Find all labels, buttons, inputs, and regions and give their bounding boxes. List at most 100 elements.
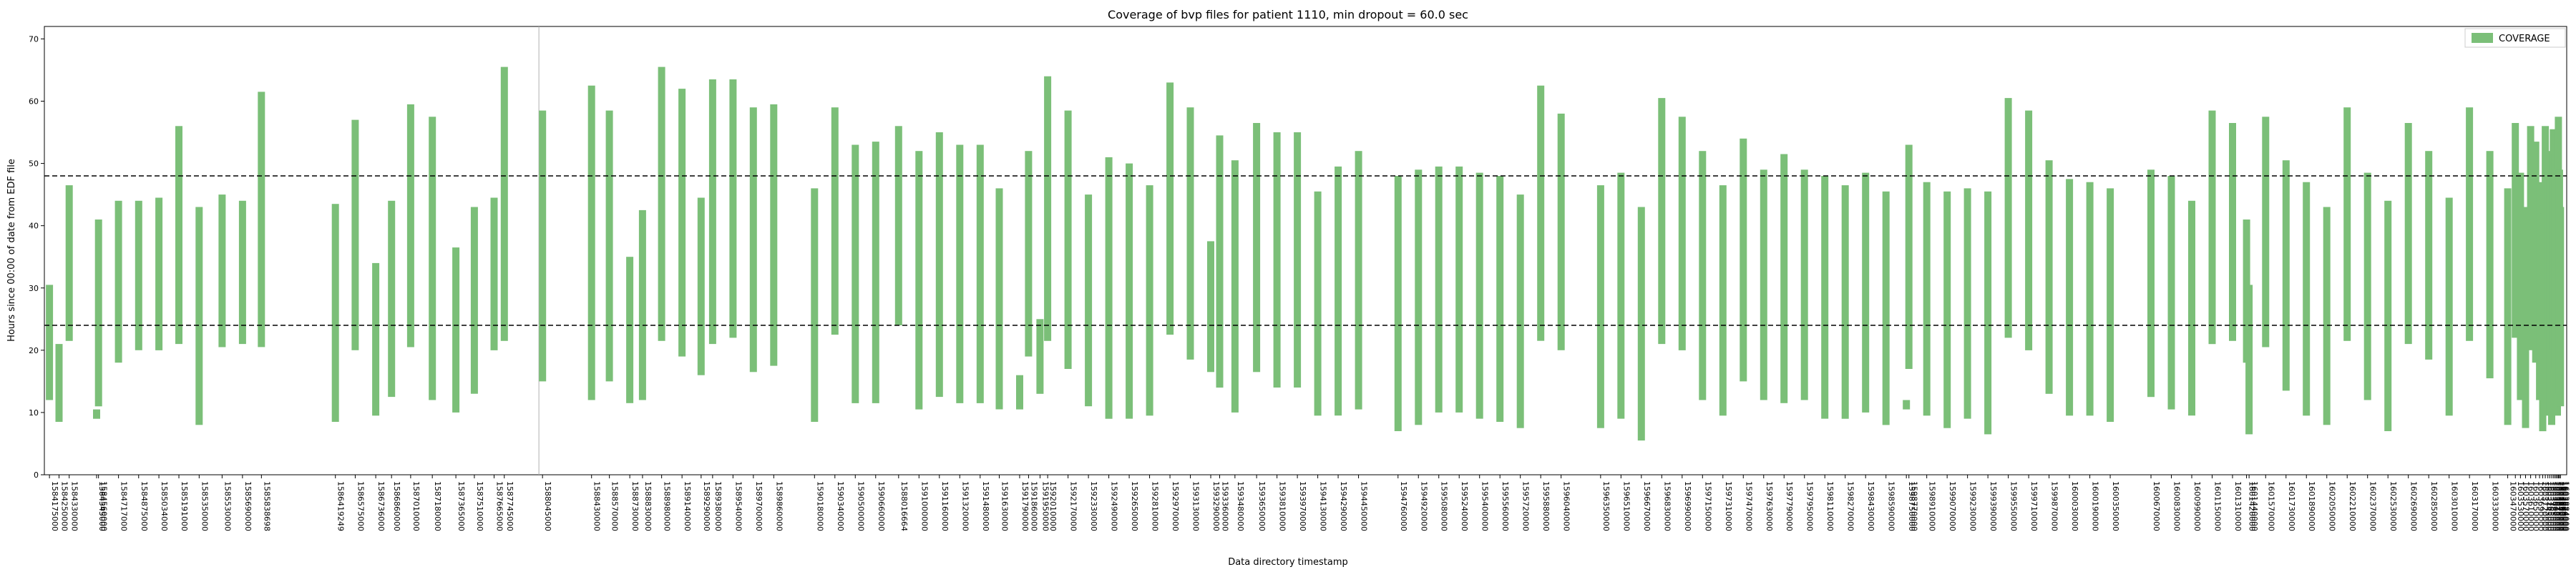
- coverage-bar: [605, 110, 613, 382]
- x-tick-label: 1600030000: [2070, 481, 2079, 531]
- x-tick-label: 1585191000: [180, 481, 189, 531]
- x-tick-label: 1589290000: [702, 481, 711, 531]
- x-tick-label: 1596830000: [1662, 481, 1672, 531]
- coverage-bar: [2147, 169, 2155, 398]
- plot-area: [44, 26, 2567, 475]
- x-tick-label: 1593480000: [1236, 481, 1245, 531]
- coverage-bar: [175, 126, 182, 345]
- coverage-bar: [238, 200, 246, 345]
- coverage-bar: [429, 117, 436, 400]
- y-tick-label: 70: [29, 34, 39, 44]
- x-tick-label: 1603470000: [2509, 481, 2518, 531]
- x-tick-label: 1603745000: [2544, 481, 2553, 531]
- coverage-bar: [915, 151, 923, 410]
- x-tick-label: 1592490000: [1110, 481, 1119, 531]
- coverage-bar: [1294, 132, 1302, 388]
- x-tick-label: 1603850000: [2557, 481, 2566, 531]
- x-tick-label: 1599070000: [1948, 481, 1957, 531]
- x-tick-label: 1600670000: [2152, 481, 2161, 531]
- coverage-bar: [1740, 138, 1747, 382]
- x-tick-label: 1603765000: [2546, 481, 2555, 531]
- x-tick-label: 1603570000: [2521, 481, 2530, 531]
- x-tick-label: 1603884000: [2561, 481, 2570, 531]
- coverage-bar: [388, 200, 396, 398]
- x-tick-label: 1584717000: [119, 481, 129, 531]
- x-tick-label: 1586575000: [356, 481, 365, 531]
- x-tick-label: 1589700000: [754, 481, 763, 531]
- x-tick-label: 1587745000: [505, 481, 514, 531]
- x-tick-label: 1585530000: [223, 481, 232, 531]
- x-tick-label: 1595240000: [1460, 481, 1469, 531]
- coverage-bar: [2066, 179, 2074, 416]
- x-tick-label: 1593810000: [1278, 481, 1287, 531]
- coverage-bar: [1126, 163, 1133, 419]
- x-tick-label: 1598430000: [1866, 481, 1875, 531]
- coverage-bar: [2282, 160, 2290, 391]
- y-axis-label: Hours since 00:00 of date from EDF file: [6, 159, 17, 342]
- coverage-bar: [1596, 185, 1604, 428]
- x-tick-label: 1590340000: [836, 481, 845, 531]
- coverage-bar: [1862, 172, 1870, 413]
- x-tick-label: 1596040000: [1562, 481, 1571, 531]
- coverage-bar: [2343, 107, 2351, 341]
- x-tick-label: 1587665000: [495, 481, 504, 531]
- coverage-bar: [1036, 319, 1044, 394]
- y-tick-label: 60: [29, 97, 39, 107]
- coverage-bar: [1186, 107, 1194, 360]
- x-tick-label: 1596510000: [1621, 481, 1631, 531]
- coverage-bar: [1821, 176, 1829, 419]
- coverage-bar: [2045, 160, 2053, 394]
- x-tick-label: 1594290000: [1339, 481, 1348, 531]
- coverage-bar: [638, 209, 646, 400]
- x-tick-label: 1603720000: [2540, 481, 2550, 531]
- coverage-bar: [93, 409, 100, 419]
- x-tick-label: 1594130000: [1319, 481, 1328, 531]
- coverage-bar: [935, 132, 943, 398]
- x-tick-label: 1585350000: [200, 481, 209, 531]
- coverage-bar: [2303, 182, 2311, 416]
- x-tick-label: 1584875000: [140, 481, 149, 531]
- coverage-bar: [55, 344, 63, 422]
- x-tick-label: 1587180000: [433, 481, 442, 531]
- x-tick-label: 1584250000: [59, 481, 69, 531]
- coverage-bar: [1025, 151, 1033, 357]
- coverage-bar: [1760, 169, 1767, 400]
- coverage-bar: [94, 220, 102, 407]
- x-tick-label: 1591480000: [981, 481, 990, 531]
- x-tick-label: 1587510000: [475, 481, 484, 531]
- x-tick-label: 1600350000: [2111, 481, 2120, 531]
- y-tick-label: 30: [29, 284, 39, 293]
- x-tick-label: 1588045000: [543, 481, 552, 531]
- x-tick-label: 1591160000: [940, 481, 950, 531]
- coverage-bar: [1335, 166, 1342, 416]
- x-tick-label: 1597470000: [1744, 481, 1753, 531]
- x-tick-label: 1603815000: [2552, 481, 2562, 531]
- x-tick-label: 1588570000: [610, 481, 620, 531]
- coverage-bar: [1415, 169, 1423, 425]
- x-tick-label: 1598910000: [1928, 481, 1937, 531]
- coverage-bar: [1085, 194, 1093, 407]
- coverage-bar: [1166, 82, 1174, 335]
- x-tick-label: 1603800000: [2550, 481, 2560, 531]
- x-tick-label: 1603330000: [2491, 481, 2500, 531]
- coverage-bar: [811, 188, 819, 422]
- x-tick-label: 1592970000: [1171, 481, 1180, 531]
- legend: COVERAGE: [2464, 28, 2566, 48]
- coverage-bar: [2512, 123, 2519, 338]
- x-tick-label: 1595080000: [1440, 481, 1449, 531]
- y-axis-ticks: 0 10 20 30 40 50 60 70: [29, 34, 44, 480]
- x-tick-label: 1595400000: [1480, 481, 1490, 531]
- coverage-bar: [1105, 157, 1113, 419]
- x-tick-label: 1591790000: [1020, 481, 1030, 531]
- coverage-bar: [1800, 169, 1808, 400]
- coverage-bar: [749, 107, 757, 373]
- y-tick-label: 0: [34, 470, 39, 480]
- x-tick-label: 1590660000: [877, 481, 886, 531]
- x-tick-label: 1587010000: [411, 481, 421, 531]
- coverage-bar: [2188, 200, 2195, 416]
- x-tick-label: 1599870000: [2050, 481, 2059, 531]
- coverage-bar: [65, 185, 73, 341]
- x-tick-label: 1591950000: [1040, 481, 1050, 531]
- coverage-bar: [1016, 375, 1023, 410]
